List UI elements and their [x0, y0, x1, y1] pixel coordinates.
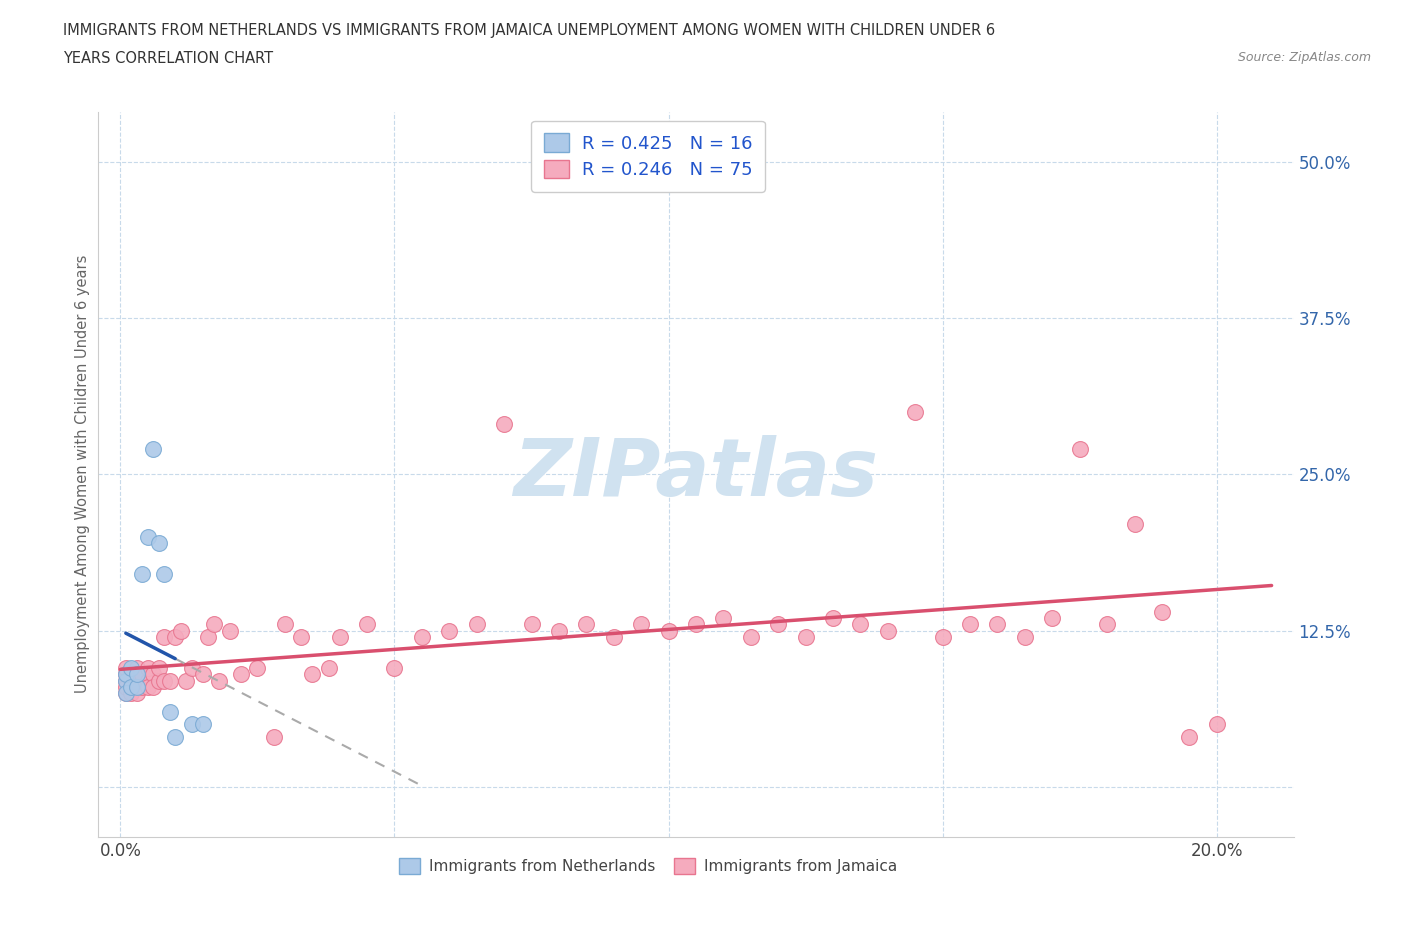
Point: [125, 673, 148, 688]
Point: [197, 630, 219, 644]
Point: [180, 717, 202, 732]
Point: [658, 623, 681, 638]
Point: [229, 667, 252, 682]
Point: [120, 680, 142, 695]
Point: [180, 660, 202, 675]
Point: [159, 705, 181, 720]
Point: [120, 673, 142, 688]
Point: [136, 673, 159, 688]
Point: [120, 667, 142, 682]
Point: [520, 617, 543, 631]
Point: [1014, 630, 1036, 644]
Point: [131, 567, 153, 582]
Point: [740, 630, 762, 644]
Point: [439, 623, 461, 638]
Point: [191, 667, 214, 682]
Point: [153, 673, 176, 688]
Point: [274, 617, 297, 631]
Point: [114, 667, 136, 682]
Point: [131, 680, 153, 695]
Point: [114, 685, 136, 700]
Point: [174, 673, 197, 688]
Point: [986, 617, 1008, 631]
Point: [153, 567, 176, 582]
Point: [301, 667, 323, 682]
Point: [465, 617, 488, 631]
Point: [125, 667, 148, 682]
Point: [794, 630, 817, 644]
Point: [959, 617, 981, 631]
Point: [125, 680, 148, 695]
Point: [165, 630, 187, 644]
Point: [208, 673, 231, 688]
Point: [159, 673, 181, 688]
Point: [494, 417, 516, 432]
Text: YEARS CORRELATION CHART: YEARS CORRELATION CHART: [63, 51, 273, 66]
Point: [125, 660, 148, 675]
Point: [148, 536, 170, 551]
Point: [904, 405, 927, 419]
Point: [131, 667, 153, 682]
Point: [169, 623, 191, 638]
Point: [876, 623, 898, 638]
Point: [1040, 611, 1063, 626]
Point: [318, 660, 340, 675]
Point: [1150, 604, 1173, 619]
Point: [356, 617, 378, 631]
Text: Source: ZipAtlas.com: Source: ZipAtlas.com: [1237, 51, 1371, 64]
Point: [821, 611, 844, 626]
Point: [603, 630, 626, 644]
Point: [142, 667, 165, 682]
Point: [153, 630, 176, 644]
Point: [384, 660, 406, 675]
Point: [219, 623, 242, 638]
Point: [290, 630, 312, 644]
Point: [136, 660, 159, 675]
Text: ZIPatlas: ZIPatlas: [513, 435, 879, 513]
Point: [1069, 442, 1091, 457]
Text: IMMIGRANTS FROM NETHERLANDS VS IMMIGRANTS FROM JAMAICA UNEMPLOYMENT AMONG WOMEN : IMMIGRANTS FROM NETHERLANDS VS IMMIGRANT…: [63, 23, 995, 38]
Point: [136, 680, 159, 695]
Point: [125, 685, 148, 700]
Point: [548, 623, 571, 638]
Point: [329, 630, 352, 644]
Point: [711, 611, 734, 626]
Point: [114, 680, 136, 695]
Point: [766, 617, 789, 631]
Point: [630, 617, 652, 631]
Point: [263, 729, 285, 744]
Point: [125, 667, 148, 682]
Point: [411, 630, 433, 644]
Point: [191, 717, 214, 732]
Point: [1095, 617, 1118, 631]
Point: [120, 685, 142, 700]
Point: [136, 529, 159, 544]
Point: [246, 660, 269, 675]
Point: [114, 685, 136, 700]
Point: [148, 660, 170, 675]
Point: [114, 673, 136, 688]
Point: [120, 680, 142, 695]
Point: [575, 617, 598, 631]
Point: [1178, 729, 1201, 744]
Point: [931, 630, 953, 644]
Point: [1123, 517, 1146, 532]
Point: [142, 442, 165, 457]
Point: [148, 673, 170, 688]
Point: [1205, 717, 1227, 732]
Point: [685, 617, 707, 631]
Point: [114, 673, 136, 688]
Point: [165, 729, 187, 744]
Point: [114, 667, 136, 682]
Point: [202, 617, 225, 631]
Y-axis label: Unemployment Among Women with Children Under 6 years: Unemployment Among Women with Children U…: [75, 255, 90, 694]
Point: [849, 617, 872, 631]
Point: [114, 660, 136, 675]
Point: [142, 680, 165, 695]
Point: [120, 660, 142, 675]
Legend: Immigrants from Netherlands, Immigrants from Jamaica: Immigrants from Netherlands, Immigrants …: [392, 852, 904, 880]
Point: [131, 673, 153, 688]
